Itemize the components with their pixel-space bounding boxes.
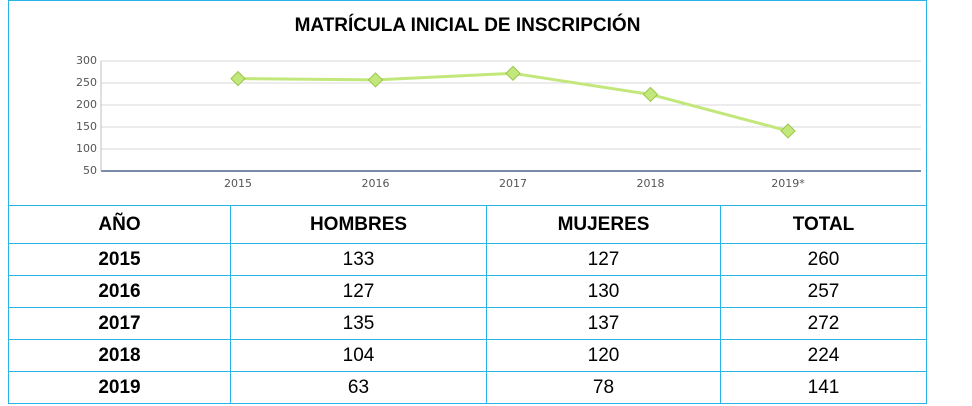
y-tick-label: 150 <box>76 120 97 133</box>
value-cell: 224 <box>720 339 927 372</box>
line <box>237 71 789 133</box>
y-tick-label: 300 <box>76 54 97 67</box>
table-row: 2019 63 78 141 <box>8 371 927 404</box>
table-row: 2015 133 127 260 <box>8 243 927 276</box>
data-table: MATRÍCULA INICIAL DE INSCRIPCIÓN 50 100 15… <box>8 0 927 404</box>
value-cell: 135 <box>230 307 487 340</box>
value-cell: 260 <box>720 243 927 276</box>
x-tick-label: 2018 <box>637 177 665 190</box>
year-cell: 2015 <box>8 243 231 276</box>
x-tick-label: 2015 <box>224 177 252 190</box>
value-cell: 78 <box>486 371 721 404</box>
table-row: 2016 127 130 257 <box>8 275 927 308</box>
document: MATRÍCULA INICIAL DE INSCRIPCIÓN 50 100 15… <box>8 0 927 404</box>
value-cell: 130 <box>486 275 721 308</box>
y-tick-label: 200 <box>76 98 97 111</box>
year-cell: 2018 <box>8 339 231 372</box>
value-cell: 104 <box>230 339 487 372</box>
header-row: AÑO HOMBRES MUJERES TOTAL <box>8 205 927 244</box>
header-cell: AÑO <box>8 205 231 244</box>
table-row: 2018 104 120 224 <box>8 339 927 372</box>
value-cell: 272 <box>720 307 927 340</box>
title: MATRÍCULA INICIAL DE INSCRIPCIÓN <box>294 15 641 36</box>
chart-cell: MATRÍCULA INICIAL DE INSCRIPCIÓN 50 100 15… <box>8 0 927 206</box>
value-cell: 120 <box>486 339 721 372</box>
x-tick-label: 2017 <box>499 177 527 190</box>
header-cell: HOMBRES <box>230 205 487 244</box>
y-tick-label: 50 <box>83 164 97 177</box>
value-cell: 141 <box>720 371 927 404</box>
value-cell: 127 <box>230 275 487 308</box>
table-row: 2017 135 137 272 <box>8 307 927 340</box>
marker <box>367 72 384 88</box>
header-cell: TOTAL <box>720 205 927 244</box>
value-cell: 257 <box>720 275 927 308</box>
chart: 50 100 150 200 250 300 2015 2016 2017 2018 2019* <box>76 54 921 190</box>
value-cell: 133 <box>230 243 487 276</box>
value-cell: 127 <box>486 243 721 276</box>
year-cell: 2017 <box>8 307 231 340</box>
marker <box>780 123 796 139</box>
marker <box>505 65 521 82</box>
table-body: AÑO HOMBRES MUJERES TOTAL 2015 133 127 260 2… <box>8 205 927 404</box>
year-cell: 2019 <box>8 371 231 404</box>
marker <box>642 86 659 103</box>
x-tick-label: 2016 <box>362 177 390 190</box>
year-cell: 2016 <box>8 275 231 308</box>
header-cell: MUJERES <box>486 205 721 244</box>
x-tick-label: 2019* <box>771 177 805 190</box>
marker <box>230 70 246 87</box>
y-tick-label: 250 <box>76 76 97 89</box>
value-cell: 137 <box>486 307 721 340</box>
value-cell: 63 <box>230 371 487 404</box>
y-tick-label: 100 <box>76 142 97 155</box>
